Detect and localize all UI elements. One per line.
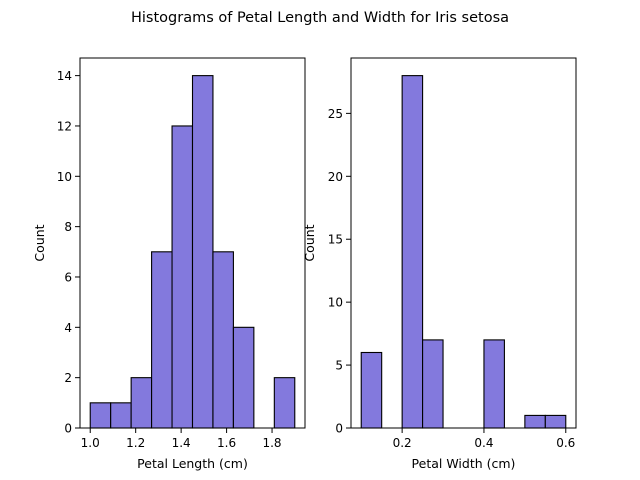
petal-width-y-tick-label: 25 [328,107,343,121]
petal-width-bar-8 [524,414,546,429]
figure-title: Histograms of Petal Length and Width for… [131,10,509,26]
petal-length-y-ticks: 0 2 4 6 8 10 12 14 [57,69,80,436]
petal-width-bar-9 [544,414,567,429]
petal-length-axes-frame [79,57,306,429]
petal-width-x-ticks: 0.2 0.4 0.6 [393,428,575,450]
petal-width-bar-6 [483,339,505,429]
petal-length-y-tick-label: 2 [64,371,72,385]
petal-width-x-tick-label: 0.6 [556,436,575,450]
petal-length-y-tick-label: 0 [64,422,72,436]
petal-width-x-tick-label: 0.2 [393,436,412,450]
petal-width-axes-frame [350,57,577,429]
petal-width-histogram: 0.2 0.4 0.6 0 5 10 15 20 25 Petal Width (cm) Co… [302,57,577,471]
petal-length-y-tick-label: 6 [64,270,72,284]
petal-length-bar-1 [110,402,132,429]
petal-width-bar-0 [360,351,383,429]
petal-width-y-ticks: 0 5 10 15 20 25 [328,107,351,436]
petal-length-y-tick-label: 10 [57,170,72,184]
petal-length-x-tick-label: 1.2 [126,436,145,450]
petal-length-y-axis-label: Count [32,224,47,261]
petal-width-y-tick-label: 0 [335,422,343,436]
petal-length-bars [89,75,296,429]
petal-length-bar-0 [89,402,112,429]
petal-length-bar-7 [232,326,255,429]
petal-length-x-tick-label: 1.4 [172,436,191,450]
petal-width-y-tick-label: 5 [335,359,343,373]
petal-width-y-tick-label: 10 [328,296,343,310]
petal-length-y-tick-label: 4 [64,321,72,335]
petal-width-x-axis-label: Petal Width (cm) [412,456,516,471]
petal-width-y-tick-label: 15 [328,233,343,247]
petal-length-x-tick-label: 1.0 [81,436,100,450]
petal-length-bar-6 [212,251,234,429]
petal-length-y-tick-label: 14 [57,69,72,83]
petal-length-x-axis-label: Petal Length (cm) [137,456,248,471]
petal-width-y-tick-label: 20 [328,170,343,184]
petal-width-y-axis-label: Count [302,224,317,261]
petal-width-bar-3 [422,339,444,429]
petal-length-bar-2 [130,377,153,429]
petal-length-bar-9 [273,377,296,429]
petal-length-y-tick-label: 12 [57,119,72,133]
petal-width-x-tick-label: 0.4 [474,436,493,450]
petal-length-x-tick-label: 1.8 [262,436,281,450]
petal-length-bar-4 [171,125,194,429]
petal-length-bar-5 [191,75,214,429]
petal-length-y-tick-label: 8 [64,220,72,234]
petal-width-bar-2 [401,75,424,429]
petal-length-x-ticks: 1.0 1.2 1.4 1.6 1.8 [81,428,282,450]
petal-length-bar-3 [151,251,173,429]
petal-length-histogram: 1.0 1.2 1.4 1.6 1.8 0 2 4 6 8 10 12 14 Petal Length… [32,57,306,471]
petal-length-x-tick-label: 1.6 [217,436,236,450]
